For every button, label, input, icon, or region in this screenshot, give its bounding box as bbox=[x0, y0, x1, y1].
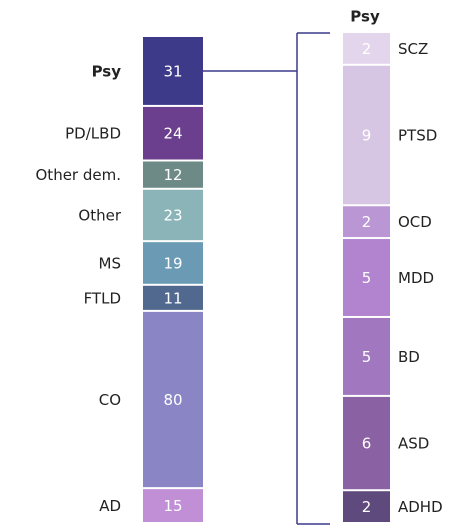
bar-segment bbox=[343, 65, 390, 205]
bracket bbox=[203, 32, 330, 525]
value-label: 31 bbox=[163, 62, 182, 80]
value-label: 12 bbox=[163, 166, 182, 184]
category-label: PTSD bbox=[398, 127, 437, 145]
value-label: 9 bbox=[362, 127, 372, 145]
bar-segment bbox=[143, 37, 203, 105]
value-label: 5 bbox=[362, 269, 372, 287]
value-label: 2 bbox=[362, 213, 372, 231]
value-label: 2 bbox=[362, 498, 372, 516]
bar-segment bbox=[143, 285, 203, 310]
category-label: BD bbox=[398, 348, 420, 366]
category-label: PD/LBD bbox=[65, 125, 121, 143]
bar-segment bbox=[343, 239, 390, 316]
bar-segment bbox=[143, 489, 203, 522]
bar-segment bbox=[343, 396, 390, 490]
value-label: 2 bbox=[362, 40, 372, 58]
bar-segment bbox=[343, 206, 390, 238]
bar-segment bbox=[143, 311, 203, 488]
category-label: SCZ bbox=[398, 40, 428, 58]
bar-segment bbox=[343, 33, 390, 64]
value-label: 6 bbox=[362, 435, 372, 453]
category-label: ASD bbox=[398, 435, 429, 453]
value-label: 19 bbox=[163, 254, 182, 272]
value-label: 5 bbox=[362, 348, 372, 366]
bar-segment bbox=[343, 491, 390, 522]
bar-segment bbox=[343, 317, 390, 395]
category-label: FTLD bbox=[84, 289, 121, 307]
bar-segment bbox=[143, 161, 203, 188]
bar-segment bbox=[143, 242, 203, 284]
category-label: MDD bbox=[398, 269, 434, 287]
category-label: MS bbox=[99, 254, 121, 272]
category-label: CO bbox=[99, 391, 121, 409]
value-label: 80 bbox=[163, 391, 182, 409]
value-label: 11 bbox=[163, 289, 182, 307]
breakdown-title: Psy bbox=[350, 8, 380, 26]
category-label: Other dem. bbox=[36, 166, 122, 184]
category-label: ADHD bbox=[398, 498, 443, 516]
value-label: 24 bbox=[163, 125, 182, 143]
bar-segment bbox=[143, 189, 203, 241]
bar-segment bbox=[143, 106, 203, 160]
value-label: 15 bbox=[163, 497, 182, 515]
category-label: AD bbox=[99, 497, 121, 515]
category-label: Psy bbox=[92, 62, 122, 80]
category-label: OCD bbox=[398, 213, 432, 231]
value-label: 23 bbox=[163, 206, 182, 224]
category-label: Other bbox=[78, 206, 121, 224]
